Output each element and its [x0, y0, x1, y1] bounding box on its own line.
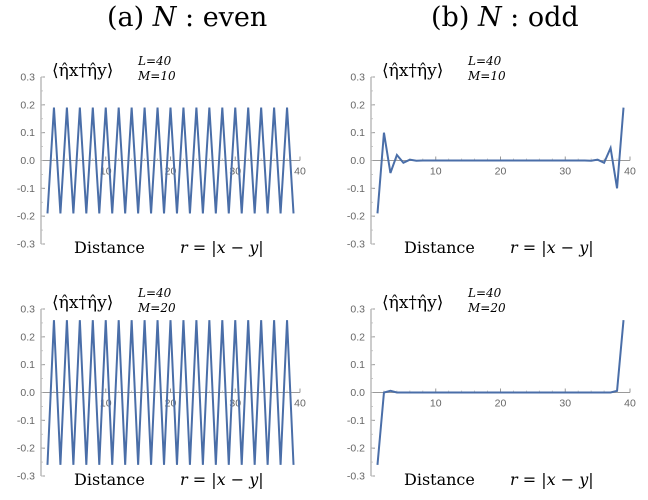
y-tick-label: 0.2: [20, 331, 35, 343]
y-tick-label: -0.3: [17, 471, 35, 483]
x-tick-label: 40: [624, 398, 636, 410]
y-tick-label: 0.2: [350, 99, 365, 111]
x-axis-label: Distance: [74, 238, 145, 257]
y-tick-label: 0.1: [350, 359, 365, 371]
chart-a-top: ⟨η̂x†η̂y⟩ L=40M=10 0.3 0.2 0.1 0.0 -0.1 -0.2 -0.…: [17, 54, 306, 257]
series-line: [376, 107, 625, 214]
y-tick-label: -0.1: [17, 183, 35, 195]
correlator-sup: L=40: [137, 54, 172, 68]
x-axis-math: r = |x − y|: [510, 470, 594, 489]
x-tick-label: 30: [559, 166, 571, 178]
correlator-sub: M=20: [137, 301, 176, 315]
panel-b-prefix: (b): [431, 2, 470, 33]
y-tick-label: 0.1: [20, 359, 35, 371]
x-tick-label: 40: [294, 166, 306, 178]
correlator-sub: M=10: [467, 69, 506, 83]
y-tick-label: 0.2: [350, 331, 365, 343]
panel-a-prefix: (a): [107, 2, 145, 33]
y-tick-label: -0.2: [347, 211, 365, 223]
x-tick-label: 20: [165, 166, 177, 178]
y-tick-label: 0.3: [350, 72, 365, 84]
y-tick-label: 0.0: [20, 387, 35, 399]
x-axis-math: r = |x − y|: [510, 238, 594, 257]
panel-b-word: odd: [527, 2, 579, 33]
y-tick-label: -0.2: [347, 443, 365, 455]
correlator-label: ⟨η̂x†η̂y⟩: [52, 61, 113, 81]
y-tick-label: 0.3: [350, 304, 365, 316]
correlator-sup: L=40: [467, 54, 502, 68]
x-axis-label: Distance: [74, 470, 145, 489]
panel-a-title: (a) N : even: [107, 2, 267, 33]
y-tick-label: 0.3: [20, 72, 35, 84]
x-tick-label: 30: [559, 398, 571, 410]
x-tick-label: 10: [100, 398, 112, 410]
chart-b-bottom: ⟨η̂x†η̂y⟩ L=40M=20 0.3 0.2 0.1 0.0 -0.1 -0.2 -0.…: [347, 286, 636, 489]
x-tick-label: 40: [624, 166, 636, 178]
correlator-label: ⟨η̂x†η̂y⟩: [52, 293, 113, 313]
series-line: [46, 320, 295, 465]
chart-a-bottom: ⟨η̂x†η̂y⟩ L=40M=20 0.3 0.2 0.1 0.0 -0.1 -0.2 -0.…: [17, 286, 306, 489]
y-tick-label: -0.1: [17, 415, 35, 427]
x-tick-label: 20: [495, 166, 507, 178]
x-axis-math: r = |x − y|: [180, 470, 264, 489]
x-tick-label: 10: [430, 398, 442, 410]
x-axis-math: r = |x − y|: [180, 238, 264, 257]
y-tick-label: -0.3: [17, 239, 35, 251]
correlator-sup: L=40: [137, 286, 172, 300]
y-tick-label: 0.0: [350, 387, 365, 399]
correlator-sub: M=10: [137, 69, 176, 83]
panel-b-title: (b) N : odd: [431, 2, 579, 33]
y-tick-label: 0.1: [350, 127, 365, 139]
panel-a-var: N: [152, 2, 177, 33]
y-tick-label: 0.0: [20, 155, 35, 167]
x-axis-label: Distance: [404, 238, 475, 257]
y-tick-label: -0.2: [17, 211, 35, 223]
correlator-sub: M=20: [467, 301, 506, 315]
x-tick-label: 30: [229, 398, 241, 410]
x-tick-label: 10: [430, 166, 442, 178]
x-tick-label: 30: [229, 166, 241, 178]
y-tick-label: 0.2: [20, 99, 35, 111]
x-tick-label: 20: [165, 398, 177, 410]
chart-b-top: ⟨η̂x†η̂y⟩ L=40M=10 0.3 0.2 0.1 0.0 -0.1 -0.2 -0.…: [347, 54, 636, 257]
y-tick-label: 0.3: [20, 304, 35, 316]
y-tick-label: 0.0: [350, 155, 365, 167]
panel-a-sep: :: [184, 2, 195, 33]
correlator-label: ⟨η̂x†η̂y⟩: [382, 61, 443, 81]
series-line: [46, 107, 295, 214]
y-tick-label: -0.1: [347, 415, 365, 427]
x-tick-label: 40: [294, 398, 306, 410]
x-axis-label: Distance: [404, 470, 475, 489]
y-tick-label: -0.2: [17, 443, 35, 455]
series-line: [376, 320, 625, 465]
y-tick-label: -0.1: [347, 183, 365, 195]
panel-a-word: even: [202, 2, 268, 33]
y-tick-label: -0.3: [347, 239, 365, 251]
correlator-label: ⟨η̂x†η̂y⟩: [382, 293, 443, 313]
panel-b-var: N: [477, 2, 502, 33]
y-tick-label: 0.1: [20, 127, 35, 139]
correlator-sup: L=40: [467, 286, 502, 300]
y-tick-label: -0.3: [347, 471, 365, 483]
panel-b-sep: :: [510, 2, 520, 33]
x-tick-label: 10: [100, 166, 112, 178]
x-tick-label: 20: [495, 398, 507, 410]
